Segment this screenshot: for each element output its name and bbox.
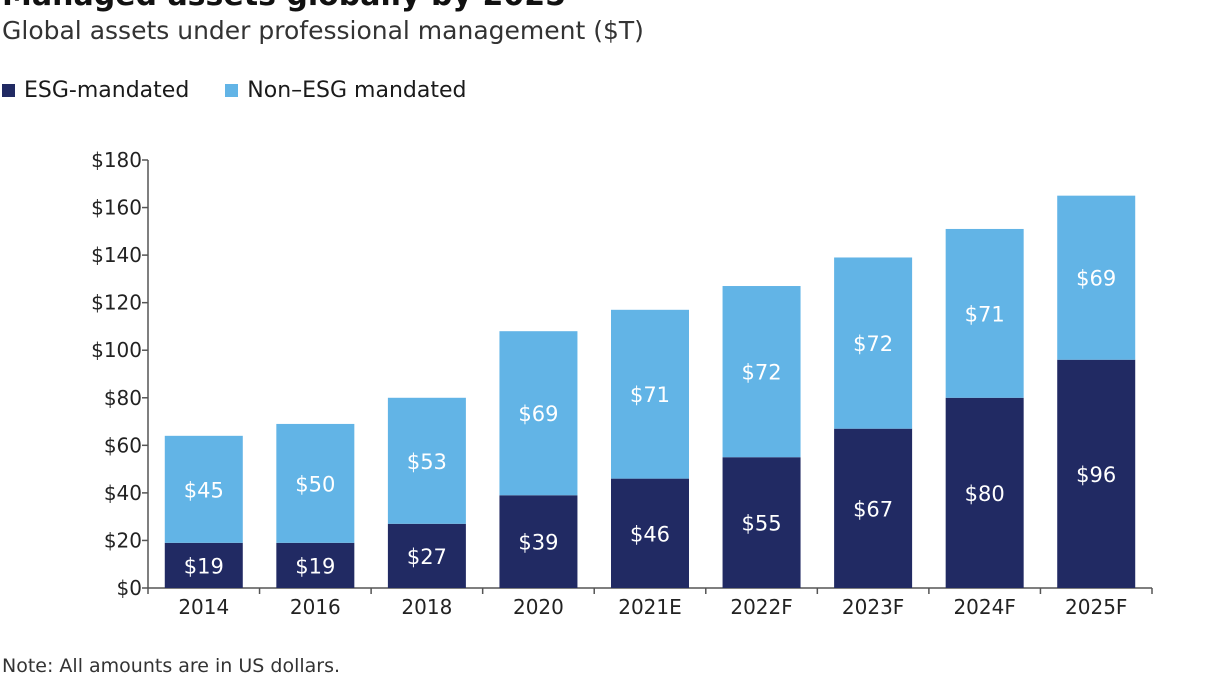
- bar-segment-esg: [834, 428, 913, 588]
- data-label-non-esg: $69: [518, 402, 558, 426]
- bar-segment-non-esg: [722, 286, 801, 458]
- data-label-esg: $55: [742, 512, 782, 536]
- bar-segment-non-esg: [611, 309, 689, 479]
- y-tick-label: $20: [104, 528, 142, 552]
- y-tick-label: $180: [91, 148, 142, 172]
- x-tick-label: 2025F: [1065, 595, 1127, 619]
- x-tick-label: 2022F: [730, 595, 792, 619]
- data-label-esg: $80: [965, 482, 1005, 506]
- data-label-non-esg: $45: [184, 478, 224, 502]
- bar-segment-non-esg: [499, 331, 578, 496]
- y-tick-label: $160: [91, 196, 142, 220]
- bar-segment-esg: [945, 397, 1024, 588]
- bar-segment-non-esg: [1057, 195, 1136, 360]
- chart-title: Managed assets globally by 2025: [2, 0, 566, 13]
- bar-segment-esg: [499, 495, 578, 588]
- bar-segment-non-esg: [387, 397, 466, 524]
- x-tick-label: 2014: [178, 595, 229, 619]
- bar-segment-esg: [276, 542, 355, 588]
- y-tick-label: $80: [104, 386, 142, 410]
- y-tick-label: $60: [104, 433, 142, 457]
- legend-item-non-esg: Non–ESG mandated: [225, 78, 466, 103]
- legend-swatch-esg: [2, 84, 15, 97]
- footnote: Note: All amounts are in US dollars.: [2, 655, 341, 677]
- data-label-non-esg: $53: [407, 450, 447, 474]
- data-label-non-esg: $50: [295, 472, 335, 496]
- data-label-esg: $67: [853, 497, 893, 521]
- x-tick-label: 2018: [401, 595, 452, 619]
- chart-legend: ESG-mandated Non–ESG mandated: [2, 78, 502, 103]
- data-label-non-esg: $72: [742, 361, 782, 385]
- legend-label-esg: ESG-mandated: [24, 78, 190, 103]
- x-tick-label: 2016: [290, 595, 341, 619]
- x-tick-label: 2023F: [842, 595, 904, 619]
- data-label-non-esg: $71: [965, 302, 1005, 326]
- bar-segment-non-esg: [834, 257, 913, 429]
- data-label-non-esg: $69: [1076, 267, 1116, 291]
- data-label-esg: $19: [184, 554, 224, 578]
- chart-subtitle: Global assets under professional managem…: [2, 16, 644, 45]
- bar-segment-non-esg: [276, 423, 355, 543]
- x-tick-label: 2021E: [618, 595, 682, 619]
- data-label-esg: $19: [295, 554, 335, 578]
- data-label-esg: $27: [407, 545, 447, 569]
- bar-segment-esg: [722, 457, 801, 588]
- y-tick-label: $100: [91, 338, 142, 362]
- legend-label-non-esg: Non–ESG mandated: [247, 78, 467, 103]
- data-label-esg: $96: [1076, 463, 1116, 487]
- y-tick-label: $40: [104, 481, 142, 505]
- bar-segment-esg: [611, 478, 689, 588]
- y-tick-label: $140: [91, 243, 142, 267]
- y-tick-label: $120: [91, 291, 142, 315]
- x-tick-label: 2024F: [953, 595, 1015, 619]
- bar-segment-esg: [1057, 359, 1136, 588]
- bar-segment-esg: [164, 542, 243, 588]
- legend-swatch-non-esg: [225, 84, 239, 97]
- data-label-esg: $39: [518, 531, 558, 555]
- data-label-esg: $46: [630, 522, 670, 546]
- bar-segment-non-esg: [945, 228, 1024, 398]
- data-label-non-esg: $72: [853, 332, 893, 356]
- x-tick-label: 2020: [513, 595, 564, 619]
- y-tick-label: $0: [117, 576, 142, 600]
- data-label-non-esg: $71: [630, 383, 670, 407]
- legend-item-esg: ESG-mandated: [2, 78, 189, 103]
- bar-segment-non-esg: [164, 435, 243, 543]
- bar-segment-esg: [387, 523, 466, 588]
